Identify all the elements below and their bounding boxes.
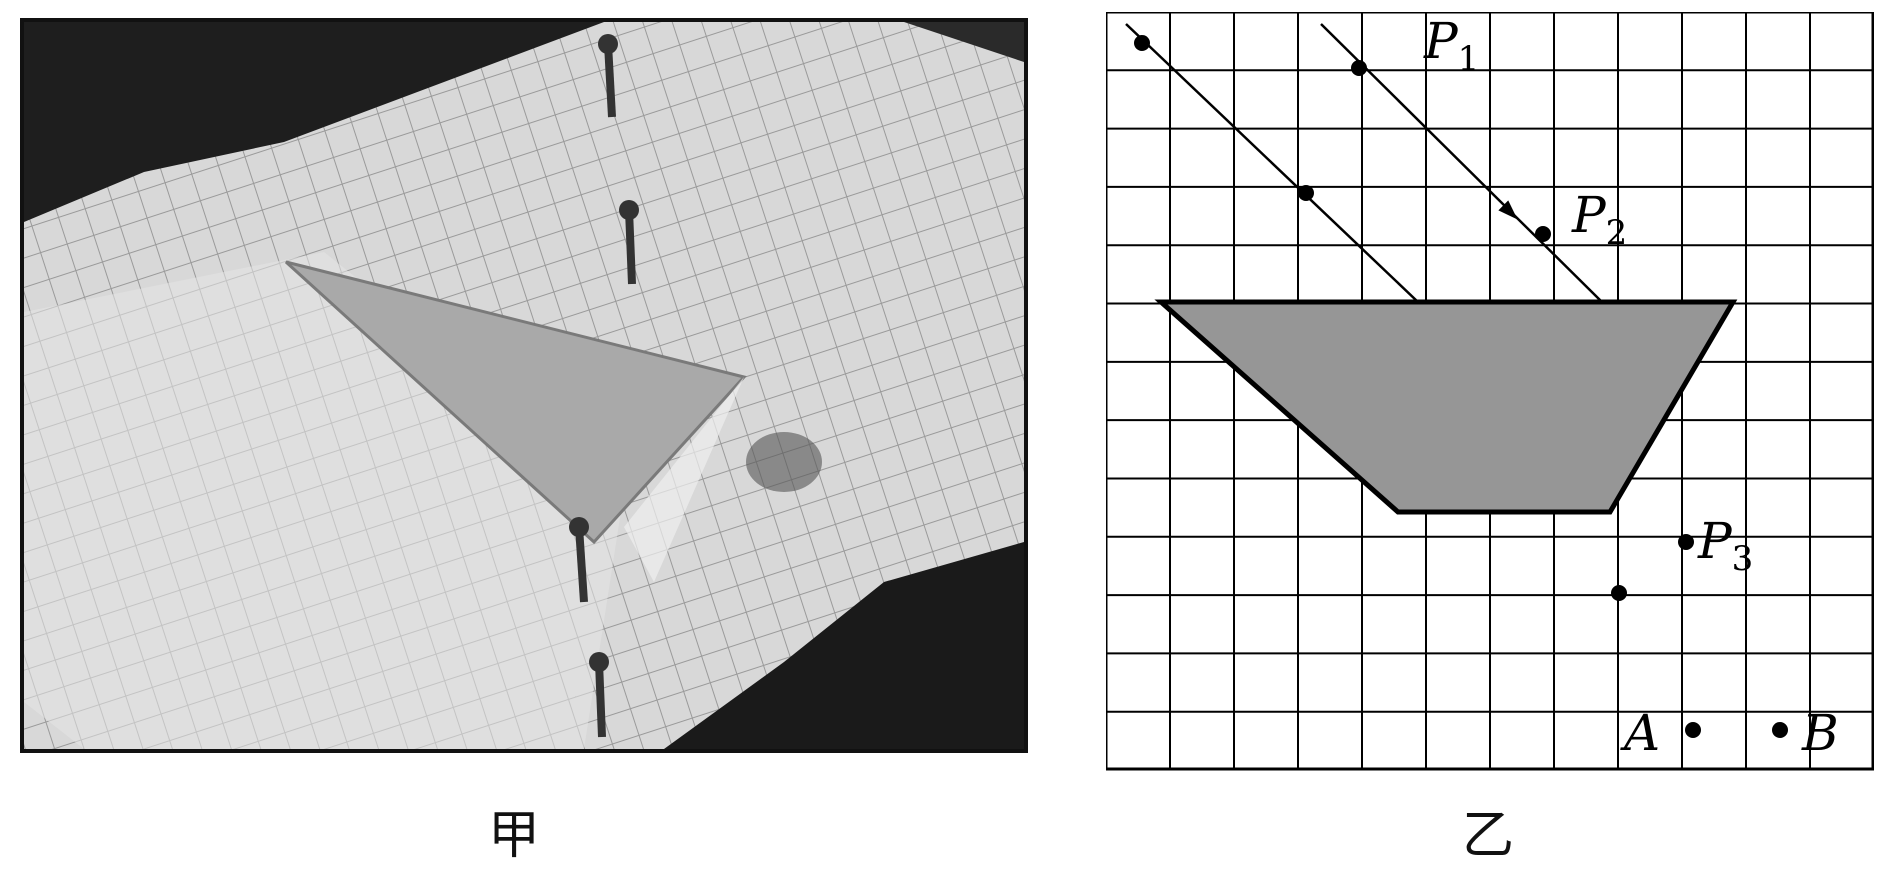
grid-diagram: P1 P2 P3 A B bbox=[1104, 10, 1875, 772]
pin-2 bbox=[619, 200, 639, 285]
shadow-spot bbox=[746, 432, 822, 492]
label-p3: P3 bbox=[1697, 512, 1753, 579]
point-p3 bbox=[1678, 534, 1694, 550]
dark-corner-top-right bbox=[904, 22, 1024, 62]
label-b: B bbox=[1801, 704, 1839, 762]
label-p2: P2 bbox=[1571, 186, 1627, 253]
trapezoid-prism bbox=[1154, 299, 1738, 515]
ray-right bbox=[1320, 23, 1603, 303]
point-p2 bbox=[1535, 226, 1551, 242]
caption-right: 乙 bbox=[1461, 806, 1514, 866]
diagram-svg: P1 P2 P3 A B bbox=[1104, 10, 1875, 771]
prism-shape bbox=[284, 260, 747, 545]
pin-4 bbox=[589, 652, 609, 738]
caption-left: 甲 bbox=[487, 806, 540, 866]
pin-1 bbox=[598, 34, 618, 118]
point-left-top bbox=[1134, 35, 1150, 51]
point-a bbox=[1685, 722, 1701, 738]
point-below-p3 bbox=[1611, 585, 1627, 601]
dark-corner-bottom bbox=[664, 542, 1024, 749]
pin-3 bbox=[569, 517, 589, 603]
point-left-mid bbox=[1298, 185, 1314, 201]
prism-photo bbox=[24, 22, 1024, 749]
dark-corner-top bbox=[24, 22, 604, 222]
label-a: A bbox=[1620, 704, 1660, 762]
point-p1 bbox=[1351, 60, 1367, 76]
prism-edge-highlight bbox=[624, 377, 744, 582]
ray-left bbox=[1125, 23, 1419, 303]
label-p1: P1 bbox=[1423, 12, 1479, 79]
point-b bbox=[1772, 722, 1788, 738]
ray-arrow bbox=[1498, 200, 1518, 220]
photo-panel bbox=[20, 18, 1028, 753]
